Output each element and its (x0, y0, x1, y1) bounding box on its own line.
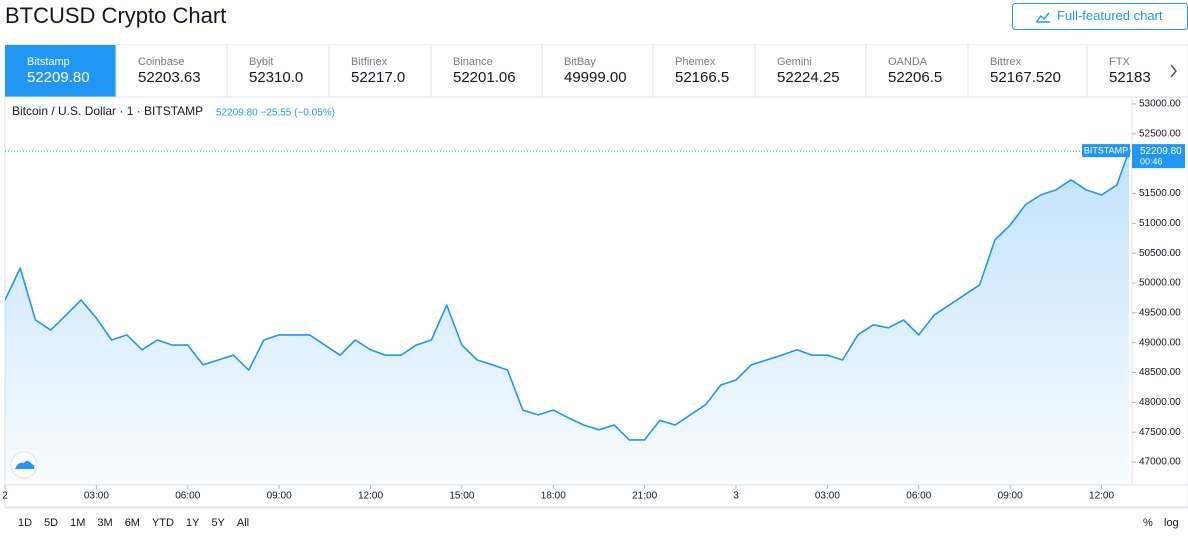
price-tag (1132, 144, 1185, 169)
y-tick-label: 49500.00 (1139, 307, 1181, 318)
x-tick-label: 3 (733, 491, 739, 502)
x-tick-label: 03:00 (815, 491, 840, 502)
y-tick-label: 51500.00 (1139, 188, 1181, 199)
tab-price[interactable]: 52209.80 (27, 69, 90, 86)
tab-price[interactable]: 52206.5 (888, 69, 942, 86)
range-button[interactable]: 1D (18, 517, 32, 529)
tab-price[interactable]: 52183 (1109, 69, 1151, 86)
range-button[interactable]: 5D (44, 517, 58, 529)
x-tick-label: 15:00 (449, 491, 474, 502)
range-button[interactable]: 1M (70, 517, 85, 529)
page-title: BTCUSD Crypto Chart (5, 3, 226, 28)
exchange-tag (1082, 144, 1130, 158)
tab-price[interactable]: 52203.63 (138, 69, 201, 86)
price-tag-value: 52209.80 (1140, 146, 1182, 157)
button-label[interactable]: Full-featured chart (1057, 8, 1163, 23)
tab-name[interactable]: BitBay (564, 56, 596, 68)
tabs-next[interactable] (1170, 64, 1177, 78)
exchange-tab[interactable] (653, 45, 755, 97)
tab-price[interactable]: 49999.00 (564, 69, 627, 86)
price-line (5, 150, 1130, 441)
exchange-tag-label: BITSTAMP (1084, 145, 1128, 155)
exchange-tab[interactable] (116, 45, 227, 97)
exchange-tab[interactable] (431, 45, 542, 97)
tab-name[interactable]: Bittrex (990, 56, 1022, 68)
tab-price[interactable]: 52167.520 (990, 69, 1061, 86)
range-button[interactable]: 3M (97, 517, 112, 529)
scale-option[interactable]: log (1164, 517, 1179, 529)
y-tick-label: 47500.00 (1139, 427, 1181, 438)
range-button[interactable]: All (237, 517, 249, 529)
logo (15, 460, 35, 469)
x-tick-label: 06:00 (175, 491, 200, 502)
y-tick-label: 52500.00 (1139, 128, 1181, 139)
tab-price[interactable]: 52310.0 (249, 69, 303, 86)
x-tick-label: 18:00 (541, 491, 566, 502)
y-tick-label: 50500.00 (1139, 248, 1181, 259)
y-tick-label: 49000.00 (1139, 337, 1181, 348)
y-tick-label: 47000.00 (1139, 457, 1181, 468)
tab-name[interactable]: OANDA (888, 56, 928, 68)
tab-name[interactable]: Bitstamp (27, 56, 70, 68)
x-tick-label: 12:00 (1089, 491, 1114, 502)
x-tick-label: 09:00 (267, 491, 292, 502)
exchange-tab[interactable] (227, 45, 329, 97)
range-button[interactable]: 6M (125, 517, 140, 529)
range-button[interactable]: 5Y (211, 517, 225, 529)
x-tick-label: 09:00 (998, 491, 1023, 502)
price-tag-countdown: 00:46 (1140, 156, 1163, 166)
x-tick-label: 12:00 (358, 491, 383, 502)
exchange-tab[interactable] (5, 45, 116, 97)
y-tick-label: 50000.00 (1139, 278, 1181, 289)
tab-name[interactable]: Binance (453, 56, 493, 68)
exchange-tab[interactable] (542, 45, 653, 97)
y-tick-label: 48000.00 (1139, 397, 1181, 408)
chart-legend: Bitcoin / U.S. Dollar · 1 · BITSTAMP (12, 104, 203, 118)
chart-icon (1036, 12, 1050, 23)
tab-name[interactable]: Bybit (249, 56, 273, 68)
tab-name[interactable]: Gemini (777, 56, 812, 68)
y-tick-label: 51000.00 (1139, 218, 1181, 229)
chart-quote: 52209.80 −25.55 (−0.05%) (216, 108, 335, 119)
tab-name[interactable]: Phemex (675, 56, 716, 68)
tab-name[interactable]: Coinbase (138, 56, 184, 68)
tab-price[interactable]: 52166.5 (675, 69, 729, 86)
y-tick-label: 48500.00 (1139, 367, 1181, 378)
y-tick-label: 53000.00 (1139, 99, 1181, 110)
range-button[interactable]: YTD (152, 517, 174, 529)
exchange-tab[interactable] (968, 45, 1087, 97)
exchange-tab[interactable] (866, 45, 968, 97)
tab-price[interactable]: 52217.0 (351, 69, 405, 86)
tab-price[interactable]: 52224.25 (777, 69, 840, 86)
exchange-tab[interactable] (329, 45, 431, 97)
price-area (5, 151, 1129, 485)
tab-name[interactable]: Bitfinex (351, 56, 388, 68)
scale-option[interactable]: % (1143, 517, 1153, 529)
x-tick-label: 06:00 (906, 491, 931, 502)
x-tick-label: 03:00 (84, 491, 109, 502)
exchange-tab[interactable] (755, 45, 866, 97)
tab-price[interactable]: 52201.06 (453, 69, 516, 86)
tab-name[interactable]: FTX (1109, 56, 1130, 68)
range-button[interactable]: 1Y (186, 517, 200, 529)
x-tick-label: 2 (2, 491, 8, 502)
exchange-tab[interactable] (1087, 45, 1160, 97)
x-tick-label: 21:00 (632, 491, 657, 502)
